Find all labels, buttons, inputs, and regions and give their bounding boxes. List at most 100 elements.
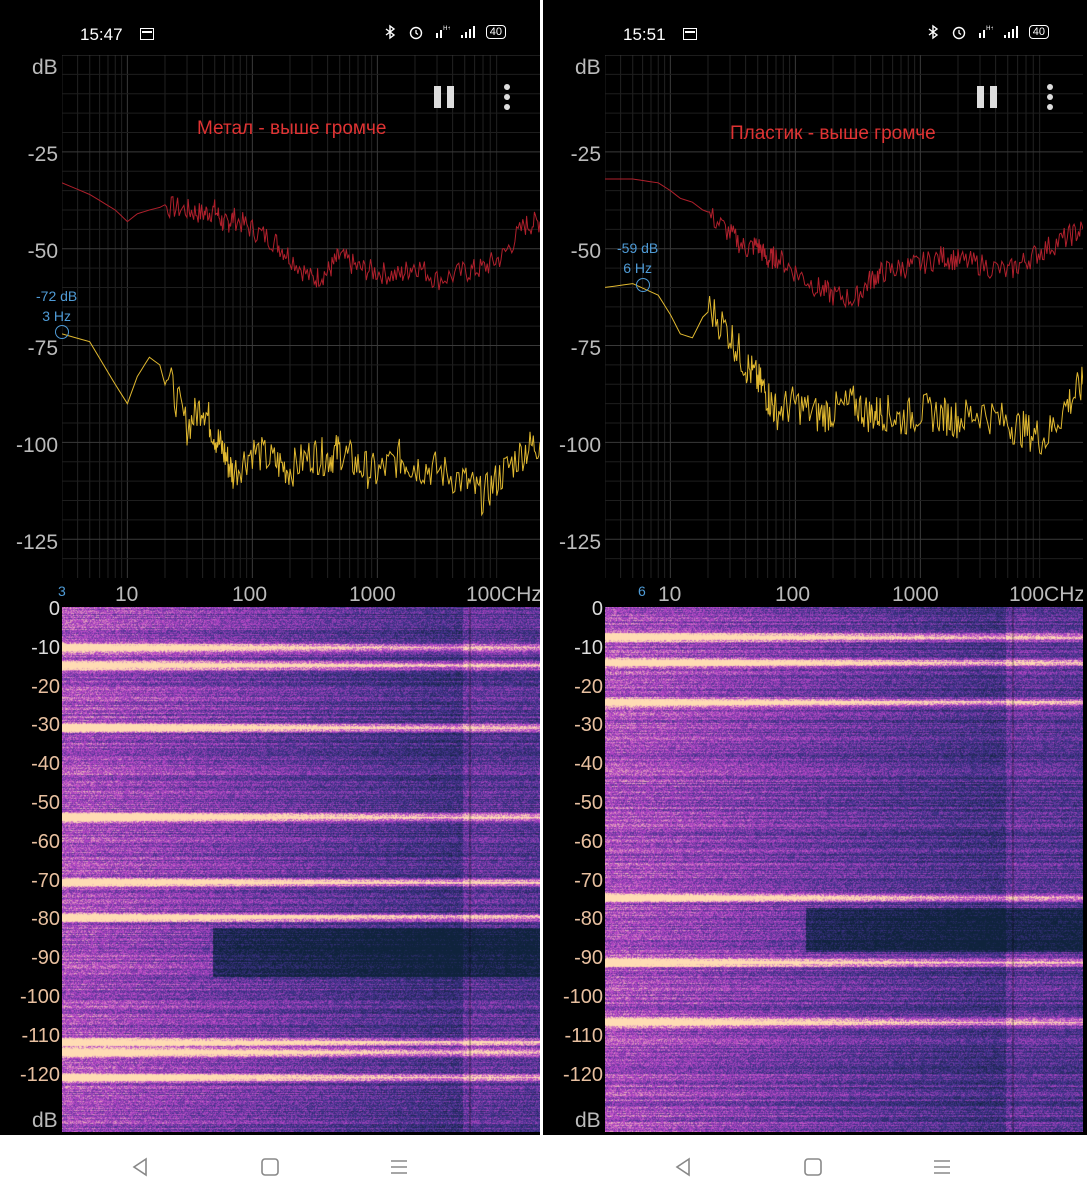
x-tick: 100CHz xyxy=(466,583,540,606)
y-tick: -25 xyxy=(27,143,58,166)
spectrogram-y-tick: -40 xyxy=(31,753,60,776)
spectrum-chart[interactable] xyxy=(62,55,540,578)
x-tick: 100 xyxy=(775,583,811,606)
cursor-readout: -72 dB 3 Hz xyxy=(36,286,77,326)
chart-annotation: Пластик - выше громче xyxy=(730,123,936,144)
cursor-readout: -59 dB 6 Hz xyxy=(617,238,658,278)
alarm-icon xyxy=(952,26,965,40)
spectrogram-y-tick: -90 xyxy=(31,947,60,970)
spectrogram-y-tick: -60 xyxy=(31,830,60,853)
spectrogram-y-tick: -120 xyxy=(19,1063,60,1086)
menu-icon[interactable] xyxy=(1046,84,1054,110)
x-axis-min-label: 6 xyxy=(638,583,646,599)
bluetooth-icon xyxy=(385,24,395,40)
y-tick: -50 xyxy=(570,240,601,263)
y-tick: -25 xyxy=(570,143,601,166)
spectrogram-canvas xyxy=(605,607,1083,1132)
x-tick: 1000 xyxy=(349,583,396,606)
spectrogram-y-tick: -50 xyxy=(574,792,603,814)
spectrogram-y-tick: -110 xyxy=(564,1024,603,1047)
recent-apps-icon[interactable] xyxy=(932,1157,952,1177)
y-axis-unit: dB xyxy=(32,56,58,79)
spectrogram-y-tick: -90 xyxy=(574,947,603,970)
panel-divider xyxy=(540,0,543,1135)
status-time: 15:47 xyxy=(80,25,123,44)
spectrogram-y-tick: -10 xyxy=(574,636,603,659)
spectrogram-canvas xyxy=(62,607,540,1132)
spectrogram-y-tick: 0 xyxy=(48,598,60,620)
status-icons: H+ 40 xyxy=(382,24,506,40)
svg-text:H+: H+ xyxy=(443,25,450,32)
status-bar: 15:47 H+ 40 xyxy=(0,20,540,48)
x-tick: 10 xyxy=(115,583,139,606)
navigation-bar xyxy=(0,1135,1087,1200)
spectrogram[interactable] xyxy=(62,607,540,1132)
recent-apps-icon[interactable] xyxy=(389,1157,409,1177)
status-time: 15:51 xyxy=(623,25,666,44)
spectrogram-y-tick: -80 xyxy=(31,908,60,931)
bluetooth-icon xyxy=(928,24,938,40)
spectrogram-y-tick: 0 xyxy=(591,598,603,620)
y-tick: -125 xyxy=(558,531,601,554)
pause-icon[interactable] xyxy=(434,86,454,108)
spectrogram-y-unit: dB xyxy=(32,1109,58,1132)
home-icon[interactable] xyxy=(260,1157,280,1177)
left-panel: 15:47 H+ 40 dB -25 -50 -75 -100 -125 3 1… xyxy=(0,0,540,1135)
spectrogram-y-tick: -60 xyxy=(574,830,603,853)
status-icons: H+ 40 xyxy=(925,24,1049,40)
spectrum-chart[interactable] xyxy=(605,55,1083,578)
cursor-db: -72 dB xyxy=(36,288,78,304)
y-tick: -125 xyxy=(15,531,58,554)
pause-icon[interactable] xyxy=(977,86,997,108)
alarm-icon xyxy=(409,26,422,40)
signal-icon xyxy=(1003,26,1018,38)
spectrogram-y-tick: -70 xyxy=(31,869,60,892)
series-line-yellow xyxy=(605,283,1083,455)
x-tick: 100CHz xyxy=(1009,583,1083,606)
x-tick: 1000 xyxy=(892,583,939,606)
y-tick: -75 xyxy=(570,337,601,360)
series-line-red xyxy=(605,178,1083,309)
back-icon[interactable] xyxy=(130,1157,150,1177)
back-icon[interactable] xyxy=(673,1157,693,1177)
spectrogram-y-tick: -40 xyxy=(574,753,603,776)
right-panel: 15:51 H+ 40 dB -25 -50 -75 -100 -125 6 1… xyxy=(543,0,1083,1135)
y-tick: -75 xyxy=(27,337,58,360)
spectrogram-y-tick: -120 xyxy=(562,1063,603,1086)
spectrogram-y-tick: -50 xyxy=(31,792,60,814)
spectrogram-y-tick: -20 xyxy=(574,675,603,698)
home-icon[interactable] xyxy=(803,1157,823,1177)
chart-annotation: Метал - выше громче xyxy=(197,118,387,139)
cursor-marker[interactable] xyxy=(636,278,650,292)
series-line-yellow xyxy=(62,333,540,517)
spectrogram-y-tick: -100 xyxy=(19,986,60,1008)
signal-icon xyxy=(460,26,475,38)
spectrogram[interactable] xyxy=(605,607,1083,1132)
svg-text:H+: H+ xyxy=(986,25,993,32)
spectrogram-y-tick: -80 xyxy=(574,908,603,931)
spectrogram-y-tick: -30 xyxy=(31,714,60,737)
cursor-hz: 3 Hz xyxy=(42,308,72,324)
y-axis-unit: dB xyxy=(575,56,601,79)
spectrogram-y-tick: -20 xyxy=(31,675,60,698)
spectrogram-y-tick: -10 xyxy=(31,636,60,659)
x-tick: 100 xyxy=(232,583,268,606)
battery-icon: 40 xyxy=(1028,25,1049,39)
series-line-red xyxy=(62,182,540,291)
x-tick: 10 xyxy=(658,583,682,606)
cursor-db: -59 dB xyxy=(617,240,659,256)
y-tick: -100 xyxy=(558,434,601,457)
battery-icon: 40 xyxy=(485,25,506,39)
spectrogram-y-tick: -30 xyxy=(574,714,603,737)
spectrogram-y-tick: -70 xyxy=(574,869,603,892)
network-icon: H+ xyxy=(435,25,450,38)
status-bar: 15:51 H+ 40 xyxy=(543,20,1083,48)
network-icon: H+ xyxy=(978,25,993,38)
menu-icon[interactable] xyxy=(503,84,511,110)
y-tick: -50 xyxy=(27,240,58,263)
x-axis-min-label: 3 xyxy=(58,583,66,599)
spectrogram-y-tick: -110 xyxy=(21,1024,60,1047)
cursor-marker[interactable] xyxy=(55,325,69,339)
y-tick: -100 xyxy=(15,434,58,457)
calendar-icon xyxy=(683,28,697,40)
